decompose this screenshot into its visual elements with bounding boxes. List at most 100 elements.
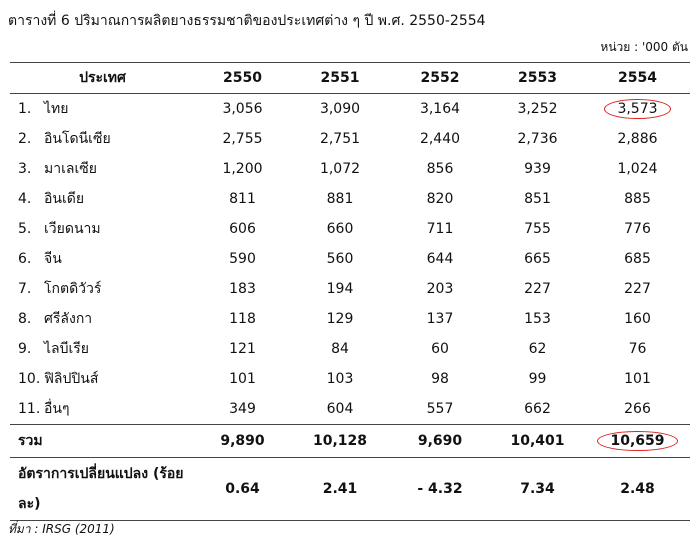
value-cell: 557 <box>390 394 490 425</box>
value: 1,024 <box>617 161 658 177</box>
country-cell: 2. อินโดนีเซีย <box>10 124 195 154</box>
value: 99 <box>528 371 547 387</box>
row-number: 5. <box>18 221 32 237</box>
value-cell: 76 <box>585 334 690 364</box>
value-cell: 1,200 <box>195 154 290 184</box>
total-row: รวม 9,890 10,128 9,690 10,401 10,659 <box>10 424 690 458</box>
country-name: มาเลเซีย <box>44 161 97 177</box>
value: 9,890 <box>220 433 265 449</box>
country-cell: 6. จีน <box>10 244 195 274</box>
country-cell: 4. อินเดีย <box>10 184 195 214</box>
value-cell: 856 <box>390 154 490 184</box>
value: 137 <box>426 311 454 327</box>
country-name: ฟิลิปปินส์ <box>44 371 99 387</box>
country-name: อื่นๆ <box>44 401 70 417</box>
value-cell: 183 <box>195 274 290 304</box>
value: 10,128 <box>312 433 368 449</box>
value: 9,690 <box>417 433 463 449</box>
value: 2,751 <box>319 131 361 147</box>
value-cell: 194 <box>290 274 390 304</box>
value: 851 <box>524 191 551 207</box>
value-cell: 606 <box>195 214 290 244</box>
value: 560 <box>326 251 354 267</box>
country-name: ศรีลังกา <box>44 311 93 327</box>
value-cell: 266 <box>585 394 690 425</box>
country-name: ไทย <box>44 101 69 117</box>
value: 606 <box>229 221 256 237</box>
value: 84 <box>331 341 349 357</box>
country-name: เวียดนาม <box>44 221 101 237</box>
value: 62 <box>528 341 547 357</box>
value: 101 <box>229 371 256 387</box>
value: 820 <box>426 191 454 207</box>
header-cell: ประเทศ <box>10 62 195 94</box>
value-cell: 2,755 <box>195 124 290 154</box>
value: 3,090 <box>319 101 361 117</box>
value: 10,659 <box>597 431 678 451</box>
value-cell: 3,252 <box>490 94 585 125</box>
row-number: 11. <box>18 401 41 417</box>
header-cell: 2553 <box>490 62 585 94</box>
row-number: 1. <box>18 101 32 117</box>
value-cell: 121 <box>195 334 290 364</box>
value-cell: 3,573 <box>585 94 690 125</box>
value: 1,200 <box>222 161 263 177</box>
value-cell: 101 <box>585 364 690 394</box>
value-cell: 851 <box>490 184 585 214</box>
value-cell: 3,056 <box>195 94 290 125</box>
value: 76 <box>628 341 647 357</box>
value: 811 <box>229 191 256 207</box>
value-cell: 60 <box>390 334 490 364</box>
value: 129 <box>326 311 354 327</box>
change-label: อัตราการเปลี่ยนแปลง (ร้อยละ) <box>10 457 195 521</box>
value: 153 <box>524 311 551 327</box>
country-cell: 5. เวียดนาม <box>10 214 195 244</box>
value-cell: 227 <box>490 274 585 304</box>
value-cell: 590 <box>195 244 290 274</box>
country-name: ไลบีเรีย <box>44 341 90 357</box>
value-cell: 103 <box>290 364 390 394</box>
total-cell: 10,401 <box>490 424 585 458</box>
value: 118 <box>229 311 256 327</box>
value-cell: 755 <box>490 214 585 244</box>
value: 1,072 <box>319 161 361 177</box>
country-cell: 3. มาเลเซีย <box>10 154 195 184</box>
value-cell: 665 <box>490 244 585 274</box>
value: 194 <box>326 281 354 297</box>
header-cell: 2552 <box>390 62 490 94</box>
row-number: 9. <box>18 341 32 357</box>
value-cell: 662 <box>490 394 585 425</box>
value-cell: 885 <box>585 184 690 214</box>
row-number: 6. <box>18 251 32 267</box>
row-number: 3. <box>18 161 32 177</box>
value-cell: 660 <box>290 214 390 244</box>
value: 881 <box>326 191 354 207</box>
data-row: 4. อินเดีย 811 881 820 851 885 <box>10 184 690 214</box>
value: 183 <box>229 281 256 297</box>
value: 776 <box>624 221 651 237</box>
source: ที่มา : IRSG (2011) <box>8 522 115 536</box>
value: 3,164 <box>419 101 461 117</box>
value: 939 <box>524 161 551 177</box>
total-cell: 10,128 <box>290 424 390 458</box>
data-row: 9. ไลบีเรีย 121 84 60 62 76 <box>10 334 690 364</box>
change-row: อัตราการเปลี่ยนแปลง (ร้อยละ) 0.64 2.41- 4.… <box>10 457 690 521</box>
data-row: 2. อินโดนีเซีย 2,755 2,751 2,440 2,736 2,886 <box>10 124 690 154</box>
value-cell: 2,886 <box>585 124 690 154</box>
value: 103 <box>326 371 354 387</box>
value-cell: 711 <box>390 214 490 244</box>
data-row: 5. เวียดนาม 606 660 711 755 776 <box>10 214 690 244</box>
value-cell: 153 <box>490 304 585 334</box>
value: 590 <box>229 251 256 267</box>
row-number: 7. <box>18 281 32 297</box>
country-cell: 9. ไลบีเรีย <box>10 334 195 364</box>
value-cell: 604 <box>290 394 390 425</box>
row-number: 2. <box>18 131 32 147</box>
value: 101 <box>624 371 651 387</box>
value-cell: 349 <box>195 394 290 425</box>
change-cell: 2.48 <box>585 457 690 521</box>
country-name: โกตดิวัวร์ <box>44 281 102 297</box>
total-cell: 9,690 <box>390 424 490 458</box>
value: 711 <box>426 221 454 237</box>
